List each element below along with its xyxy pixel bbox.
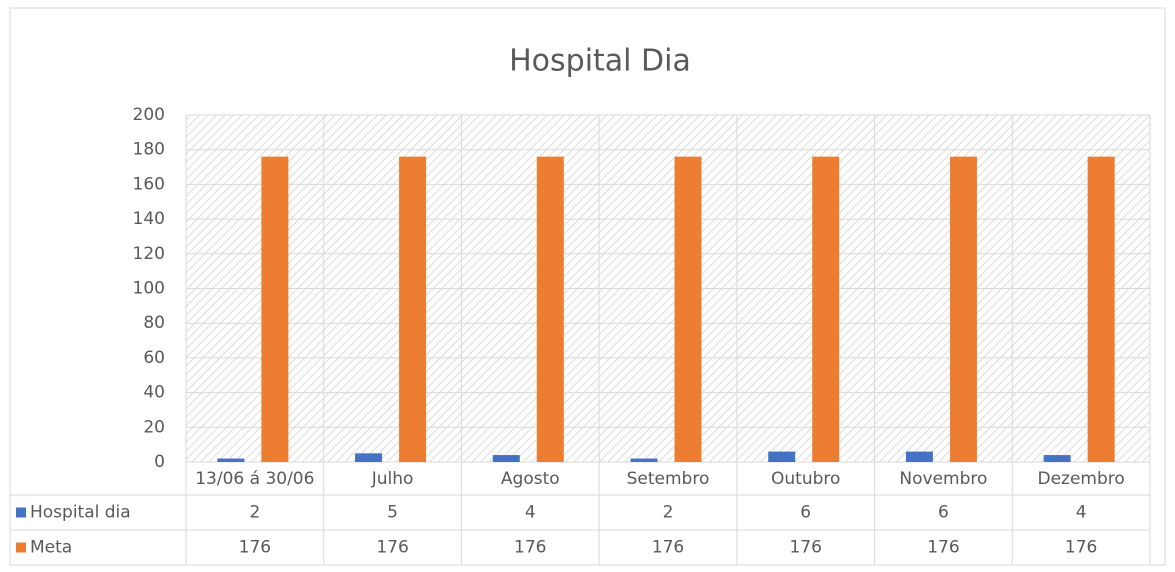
bar [492,455,520,462]
legend-key [16,507,26,518]
y-tick-label: 20 [143,417,165,437]
legend-key [16,542,26,553]
bar [768,451,796,462]
table-value: 4 [1076,503,1087,523]
table-value: 5 [387,503,398,523]
bar [217,458,245,462]
x-tick-label: 13/06 á 30/06 [195,469,314,489]
x-tick-label: Outubro [771,469,840,489]
y-tick-label: 60 [143,348,165,368]
table-value: 176 [1065,538,1097,558]
table-value: 176 [376,538,408,558]
y-tick-label: 140 [133,209,165,229]
bar [355,453,383,462]
bar [261,156,289,462]
chart-title: Hospital Dia [509,44,691,79]
table-value: 176 [652,538,684,558]
bar [1087,156,1115,462]
y-tick-label: 180 [133,140,165,160]
table-value: 4 [525,503,536,523]
table-value: 176 [789,538,821,558]
y-tick-label: 200 [133,105,165,125]
x-tick-label: Agosto [501,469,560,489]
table-value: 176 [239,538,271,558]
x-tick-label: Julho [371,469,414,489]
table-value: 6 [800,503,811,523]
y-tick-label: 0 [154,452,165,472]
table-value: 176 [927,538,959,558]
table-value: 176 [514,538,546,558]
x-tick-label: Setembro [627,469,710,489]
legend-label: Hospital dia [30,503,131,523]
y-tick-label: 100 [133,279,165,299]
bar [1043,455,1071,462]
bar [630,458,658,462]
table-value: 2 [663,503,674,523]
y-tick-label: 160 [133,174,165,194]
y-tick-label: 80 [143,313,165,333]
x-tick-label: Novembro [899,469,987,489]
bar [949,156,977,462]
bar [812,156,840,462]
x-tick-label: Dezembro [1037,469,1124,489]
bar [674,156,702,462]
legend-label: Meta [30,538,72,558]
y-tick-label: 120 [133,244,165,264]
bar [536,156,564,462]
y-tick-label: 40 [143,383,165,403]
table-value: 2 [249,503,260,523]
bar [399,156,427,462]
table-value: 6 [938,503,949,523]
bar [905,451,933,462]
